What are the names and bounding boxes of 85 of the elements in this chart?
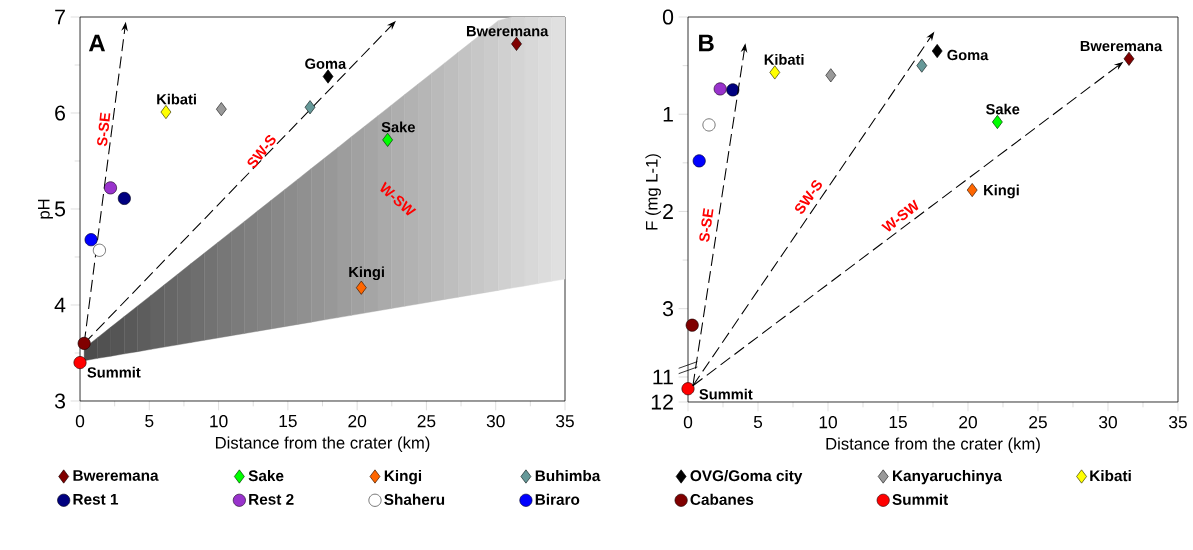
x-tick-label: 20	[348, 415, 367, 428]
annotation: Sake	[986, 103, 1020, 115]
annotation: Bweremana	[466, 26, 549, 37]
x-tick-label: 35	[556, 415, 574, 428]
point	[160, 105, 172, 120]
x-tick-label: 0	[683, 416, 693, 429]
point	[73, 356, 87, 370]
y-axis-title: F (mg L-1)	[645, 154, 661, 230]
point	[104, 181, 117, 195]
point	[216, 102, 227, 117]
y-tick-label: 0	[662, 9, 674, 25]
annotation: Goma	[305, 58, 347, 69]
point	[322, 69, 334, 84]
x-tick-label: 20	[959, 416, 977, 429]
point	[726, 83, 740, 97]
x-tick-label: 0	[75, 415, 85, 428]
x-tick-label: 25	[1029, 416, 1047, 429]
point	[966, 183, 978, 198]
x-tick-label: 15	[889, 416, 907, 429]
x-axis-title: Distance from the crater (km)	[826, 437, 1040, 453]
point	[1123, 51, 1135, 66]
annotation: S-SE	[97, 112, 111, 147]
annotation: Kibati	[764, 54, 804, 65]
x-tick-label: 5	[753, 416, 763, 429]
annotation: Summit	[87, 366, 141, 378]
y-tick-label: 12	[651, 394, 673, 410]
point	[117, 191, 131, 205]
x-tick-label: 35	[1169, 416, 1187, 429]
x-tick-label: 15	[279, 415, 297, 428]
x-tick-label: 25	[417, 415, 436, 428]
legend-label: Summit	[892, 493, 949, 505]
annotation: Kingi	[984, 184, 1019, 199]
x-tick-label: 10	[819, 416, 837, 429]
point	[992, 114, 1003, 129]
x-axis-title: Distance from the crater (km)	[215, 436, 430, 452]
legend-label: Shaheru	[384, 493, 445, 505]
y-tick-label: 2	[663, 204, 673, 219]
annotation: Sake	[381, 121, 415, 133]
legend-label: Kanyaruchinya	[893, 469, 1002, 485]
point	[825, 68, 837, 83]
point	[685, 318, 699, 332]
point	[92, 243, 106, 257]
legend-label: Buhimba	[535, 469, 601, 482]
x-tick-label: 30	[486, 415, 505, 428]
y-tick-label: 11	[653, 369, 673, 385]
point	[77, 336, 91, 350]
legend-label: Bweremana	[73, 470, 159, 481]
legend-label: Biraro	[535, 493, 580, 505]
annotation: A	[88, 34, 106, 52]
annotation: S-SE	[699, 208, 714, 242]
annotation: Bweremana	[1080, 40, 1163, 52]
y-tick-label: 5	[54, 201, 66, 217]
annotation: B	[699, 34, 714, 52]
annotation: Kingi	[349, 266, 384, 281]
y-tick-label: 3	[54, 393, 66, 409]
y-tick-label: 3	[662, 301, 674, 317]
annotation: Kibati	[157, 93, 196, 105]
x-tick-label: 30	[1099, 416, 1117, 429]
y-axis-title: pH	[38, 199, 53, 219]
legend-label: OVG/Goma city	[690, 469, 803, 485]
x-tick-label: 10	[210, 415, 228, 428]
annotation: Summit	[699, 388, 753, 400]
point	[931, 44, 943, 59]
point	[382, 132, 393, 147]
point	[916, 58, 928, 73]
annotation: Goma	[947, 49, 989, 61]
x-tick-label: 5	[145, 415, 154, 428]
legend-label: Rest 2	[249, 493, 294, 505]
legend-label: Cabanes	[690, 493, 754, 505]
y-tick-label: 7	[55, 9, 65, 25]
point	[769, 65, 781, 80]
point	[692, 154, 706, 168]
y-tick-label: 1	[663, 106, 673, 122]
point	[84, 233, 98, 247]
point	[355, 280, 367, 295]
point	[511, 36, 522, 51]
legend-label: Kibati	[1090, 469, 1131, 482]
point	[713, 82, 727, 96]
legend-label: Rest 1	[73, 494, 119, 505]
point	[702, 118, 716, 132]
y-tick-label: 6	[55, 105, 66, 121]
point	[304, 100, 316, 115]
legend-label: Kingi	[384, 469, 422, 485]
y-tick-label: 4	[54, 297, 66, 313]
legend-label: Sake	[248, 469, 284, 482]
